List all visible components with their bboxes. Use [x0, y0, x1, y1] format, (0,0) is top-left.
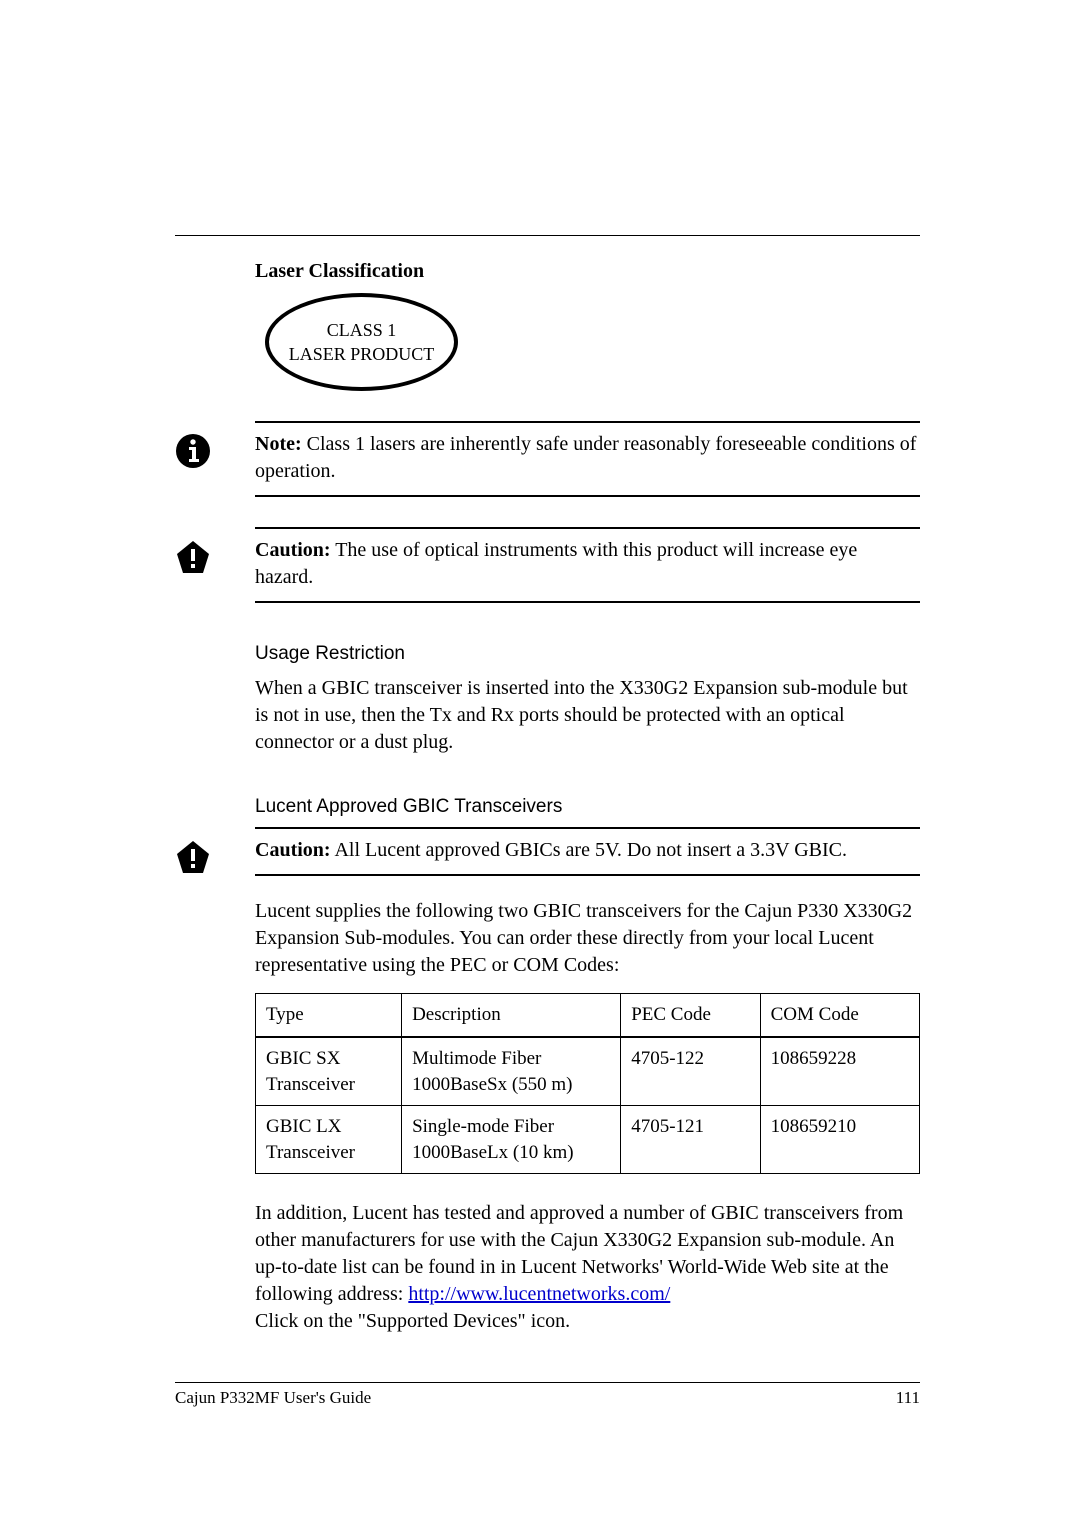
footer-page-number: 111 [896, 1388, 920, 1408]
caution-text-1: The use of optical instruments with this… [255, 539, 857, 588]
col-description: Description [402, 994, 621, 1037]
supply-text: Lucent supplies the following two GBIC t… [255, 898, 920, 979]
lucent-link[interactable]: http://www.lucentnetworks.com/ [408, 1283, 670, 1305]
caution-callout-2: Caution: All Lucent approved GBICs are 5… [175, 827, 920, 876]
approved-gbic-heading: Lucent Approved GBIC Transceivers [255, 794, 920, 820]
footer-left: Cajun P332MF User's Guide [175, 1388, 371, 1408]
caution-icon [175, 539, 211, 575]
cell-desc: Single-mode Fiber 1000BaseLx (10 km) [402, 1106, 621, 1174]
note-label: Note: [255, 433, 302, 455]
main-content: Laser Classification CLASS 1 LASER PRODU… [255, 258, 920, 1335]
addendum-paragraph: In addition, Lucent has tested and appro… [255, 1200, 920, 1335]
cell-type: GBIC LX Transceiver [256, 1106, 402, 1174]
spacer [255, 876, 920, 898]
caution-callout-1: Caution: The use of optical instruments … [175, 527, 920, 603]
caution-box-2: Caution: All Lucent approved GBICs are 5… [255, 827, 920, 876]
cell-pec: 4705-121 [621, 1106, 760, 1174]
page-footer: Cajun P332MF User's Guide 111 [175, 1382, 920, 1408]
cell-com: 108659210 [760, 1106, 919, 1174]
caution-label-1: Caution: [255, 539, 331, 561]
table-header-row: Type Description PEC Code COM Code [256, 994, 920, 1037]
col-type: Type [256, 994, 402, 1037]
table-row: GBIC SX Transceiver Multimode Fiber 1000… [256, 1037, 920, 1106]
cell-type: GBIC SX Transceiver [256, 1037, 402, 1106]
col-pec: PEC Code [621, 994, 760, 1037]
addendum-post: Click on the "Supported Devices" icon. [255, 1310, 570, 1332]
gbic-table: Type Description PEC Code COM Code GBIC … [255, 993, 920, 1174]
note-callout: Note: Class 1 lasers are inherently safe… [175, 421, 920, 497]
top-rule [175, 235, 920, 236]
col-com: COM Code [760, 994, 919, 1037]
laser-classification-heading: Laser Classification [255, 258, 920, 285]
caution-label-2: Caution: [255, 839, 331, 861]
document-page: Laser Classification CLASS 1 LASER PRODU… [0, 0, 1080, 1528]
table-row: GBIC LX Transceiver Single-mode Fiber 10… [256, 1106, 920, 1174]
note-text: Class 1 lasers are inherently safe under… [255, 433, 916, 482]
caution-text-2: All Lucent approved GBICs are 5V. Do not… [331, 839, 847, 861]
laser-oval-line2: LASER PRODUCT [289, 342, 435, 366]
laser-oval-line1: CLASS 1 [327, 318, 397, 342]
cell-pec: 4705-122 [621, 1037, 760, 1106]
caution-icon [175, 839, 211, 875]
info-icon [175, 433, 211, 469]
laser-class-badge: CLASS 1 LASER PRODUCT [265, 293, 458, 391]
usage-restriction-heading: Usage Restriction [255, 641, 920, 667]
note-box: Note: Class 1 lasers are inherently safe… [255, 421, 920, 497]
spacer [255, 497, 920, 527]
spacer [255, 1174, 920, 1200]
cell-desc: Multimode Fiber 1000BaseSx (550 m) [402, 1037, 621, 1106]
cell-com: 108659228 [760, 1037, 919, 1106]
usage-restriction-body: When a GBIC transceiver is inserted into… [255, 675, 920, 756]
caution-box-1: Caution: The use of optical instruments … [255, 527, 920, 603]
